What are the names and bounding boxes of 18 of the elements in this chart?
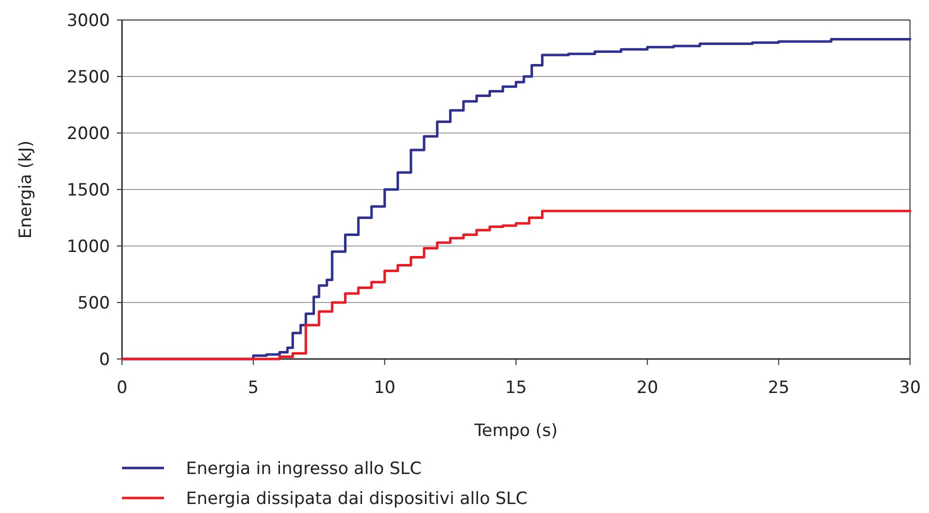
y-axis-title: Energia (kJ)	[16, 140, 36, 239]
x-tick-label: 25	[768, 378, 790, 398]
y-tick-label: 2500	[66, 67, 110, 88]
x-axis-title: Tempo (s)	[473, 421, 558, 441]
legend-label: Energia dissipata dai dispositivi allo SLC	[186, 488, 528, 509]
legend-label: Energia in ingresso allo SLC	[186, 458, 422, 479]
x-tick-label: 30	[899, 378, 921, 398]
y-tick-label: 1000	[66, 236, 110, 257]
x-tick-label: 15	[505, 378, 527, 398]
x-tick-label: 0	[116, 378, 128, 398]
x-tick-label: 10	[374, 378, 396, 398]
y-tick-label: 500	[78, 293, 110, 314]
y-tick-label: 1500	[66, 180, 110, 200]
x-tick-label: 5	[248, 378, 259, 398]
x-tick-label: 20	[636, 378, 658, 398]
y-tick-label: 3000	[66, 10, 110, 31]
y-tick-label: 0	[99, 350, 110, 370]
y-tick-label: 2000	[66, 124, 110, 144]
